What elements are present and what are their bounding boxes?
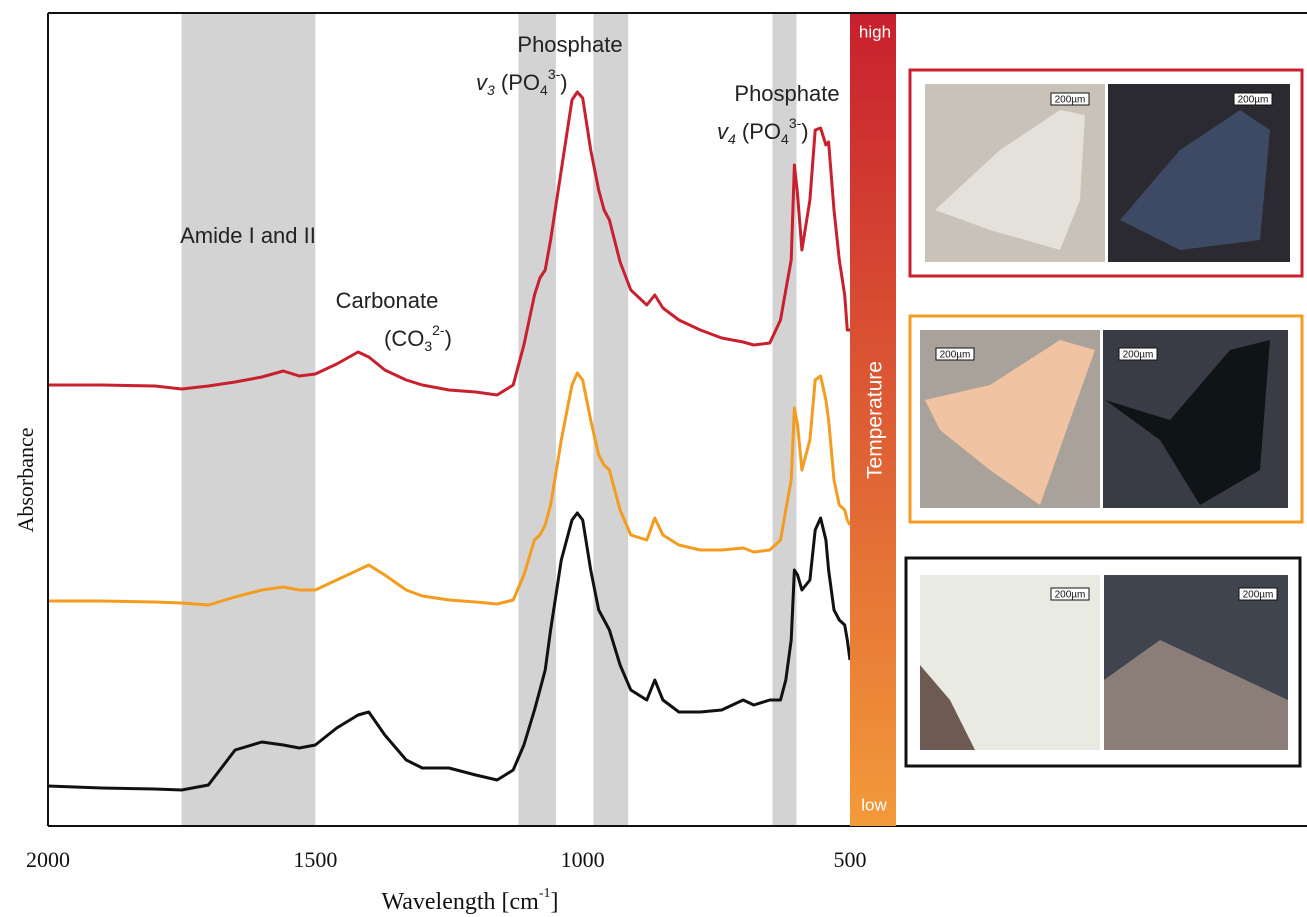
band bbox=[182, 14, 316, 826]
annotation-part: ) bbox=[801, 119, 808, 144]
annotation-part: 3- bbox=[548, 66, 561, 82]
annotation-part: (PO bbox=[495, 70, 540, 95]
x-tick-label: 1000 bbox=[561, 847, 605, 872]
annotation-part: (CO bbox=[384, 326, 424, 351]
scale-label: 200µm bbox=[1238, 95, 1269, 106]
chart: Absorbance Wavelength [cm-1] Amide I and… bbox=[0, 0, 1307, 917]
scale-label: 200µm bbox=[1055, 95, 1086, 106]
x-tick-label: 2000 bbox=[26, 847, 70, 872]
annotation: Phosphate bbox=[734, 81, 839, 106]
annotation-part: 4 bbox=[540, 82, 548, 98]
spectra bbox=[48, 92, 850, 790]
scale-label: 200µm bbox=[1055, 590, 1086, 601]
bands bbox=[182, 14, 797, 826]
annotation-part: ) bbox=[445, 326, 452, 351]
scale-label: 200µm bbox=[1243, 590, 1274, 601]
spectrum-line bbox=[48, 373, 850, 605]
x-axis-label: Wavelength [cm-1] bbox=[381, 886, 558, 914]
x-label-text: Wavelength [cm bbox=[381, 889, 539, 915]
annotation-part: (PO bbox=[736, 119, 781, 144]
y-axis-label: Absorbance bbox=[13, 427, 38, 532]
x-tick-label: 500 bbox=[834, 847, 867, 872]
annotation: Phosphate bbox=[517, 32, 622, 57]
colorbar-high: high bbox=[859, 22, 891, 41]
annotation-part: 3- bbox=[789, 115, 802, 131]
annotation-part: 4 bbox=[781, 131, 789, 147]
colorbar-label: Temperature bbox=[864, 361, 887, 479]
spectrum-line bbox=[48, 513, 850, 790]
annotation-part: ) bbox=[560, 70, 567, 95]
extras: Amide I and IICarbonate(CO32-)Phosphatev… bbox=[180, 14, 1302, 826]
x-label-sup: -1 bbox=[539, 886, 551, 901]
band bbox=[593, 14, 628, 826]
annotation: Carbonate bbox=[336, 288, 439, 313]
scale-label: 200µm bbox=[940, 350, 971, 361]
colorbar-low: low bbox=[861, 795, 887, 814]
scale-label: 200µm bbox=[1123, 350, 1154, 361]
annotation-part: 4 bbox=[728, 131, 736, 147]
annotation-part: 3 bbox=[487, 82, 495, 98]
annotation: Amide I and II bbox=[180, 223, 316, 248]
x-tick-label: 1500 bbox=[293, 847, 337, 872]
annotation-part: 3 bbox=[424, 338, 432, 354]
annotation: (CO32-) bbox=[384, 322, 452, 354]
x-label-text: ] bbox=[551, 889, 559, 915]
annotation-part: 2- bbox=[432, 322, 445, 338]
